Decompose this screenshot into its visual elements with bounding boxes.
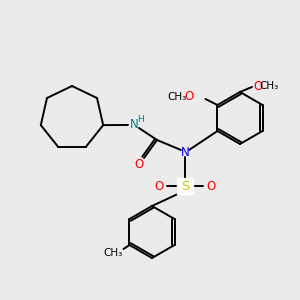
Text: N: N <box>181 146 189 158</box>
Text: S: S <box>181 179 189 193</box>
Text: CH₃: CH₃ <box>168 92 187 102</box>
Text: H: H <box>138 115 144 124</box>
Text: O: O <box>254 80 262 92</box>
Bar <box>177 178 193 194</box>
Text: CH₃: CH₃ <box>104 248 123 258</box>
Text: O: O <box>206 179 216 193</box>
Text: N: N <box>130 118 138 131</box>
Text: CH₃: CH₃ <box>260 81 279 91</box>
Text: O: O <box>185 91 194 103</box>
Text: O: O <box>134 158 144 170</box>
Text: O: O <box>154 179 164 193</box>
